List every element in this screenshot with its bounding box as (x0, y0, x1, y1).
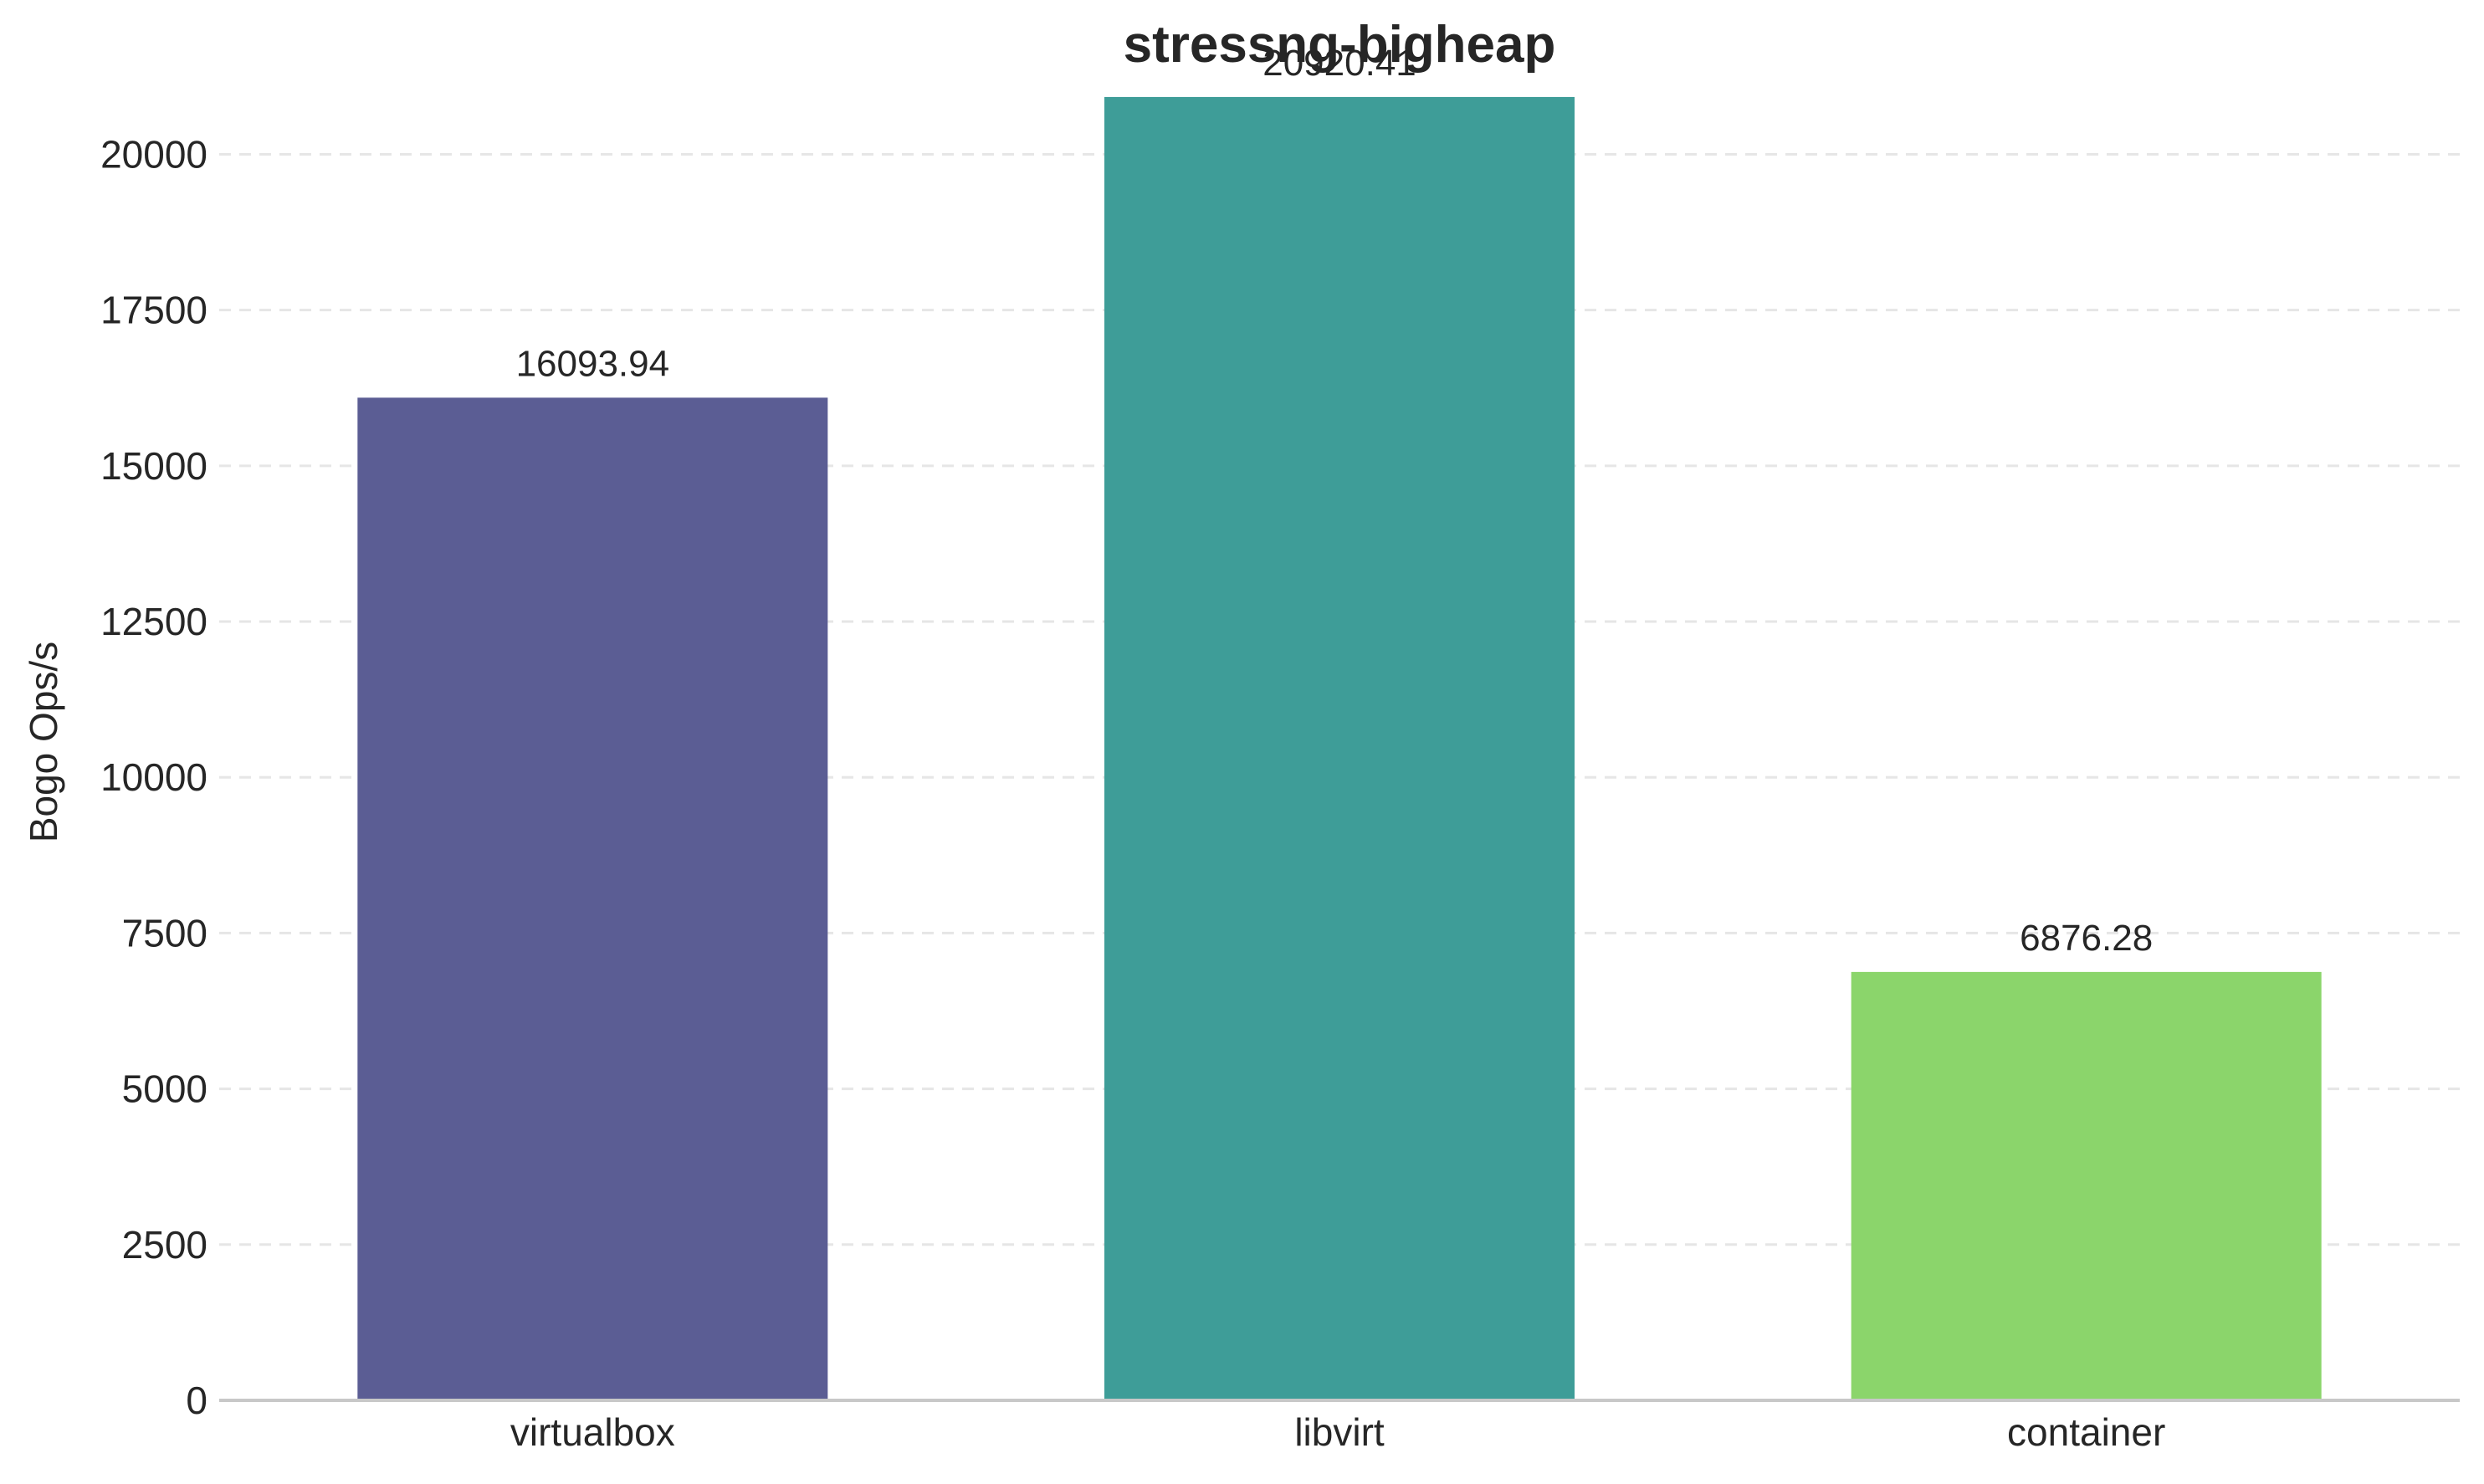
bars (357, 96, 2322, 1401)
data-labels: 16093.94 20920.41 6876.28 (516, 43, 2154, 959)
x-tick-label-virtualbox: virtualbox (510, 1410, 675, 1454)
x-tick-label-container: container (2007, 1410, 2165, 1454)
y-tick-label: 12500 (100, 600, 207, 643)
y-tick-label: 20000 (100, 132, 207, 176)
y-tick-label: 10000 (100, 755, 207, 799)
y-tick-label: 15000 (100, 444, 207, 488)
data-label-libvirt: 20920.41 (1262, 43, 1416, 84)
y-axis-label: Bogo Ops/s (22, 642, 65, 842)
bar-libvirt (1104, 96, 1575, 1400)
y-tick-label: 0 (186, 1379, 207, 1422)
y-tick-label: 5000 (122, 1067, 207, 1111)
y-tick-label: 17500 (100, 289, 207, 332)
y-axis-ticks: 0 2500 5000 7500 10000 12500 15000 17500 20000 (100, 132, 207, 1422)
data-label-container: 6876.28 (2020, 918, 2153, 959)
bar-container (1851, 971, 2322, 1400)
y-tick-label: 2500 (122, 1223, 207, 1267)
chart-title: stressng-bigheap (1124, 16, 1556, 74)
y-tick-label: 7500 (122, 911, 207, 954)
x-axis-ticks: virtualbox libvirt container (510, 1410, 2165, 1454)
x-tick-label-libvirt: libvirt (1294, 1410, 1385, 1454)
bar-virtualbox (357, 397, 828, 1401)
data-label-virtualbox: 16093.94 (516, 343, 670, 384)
